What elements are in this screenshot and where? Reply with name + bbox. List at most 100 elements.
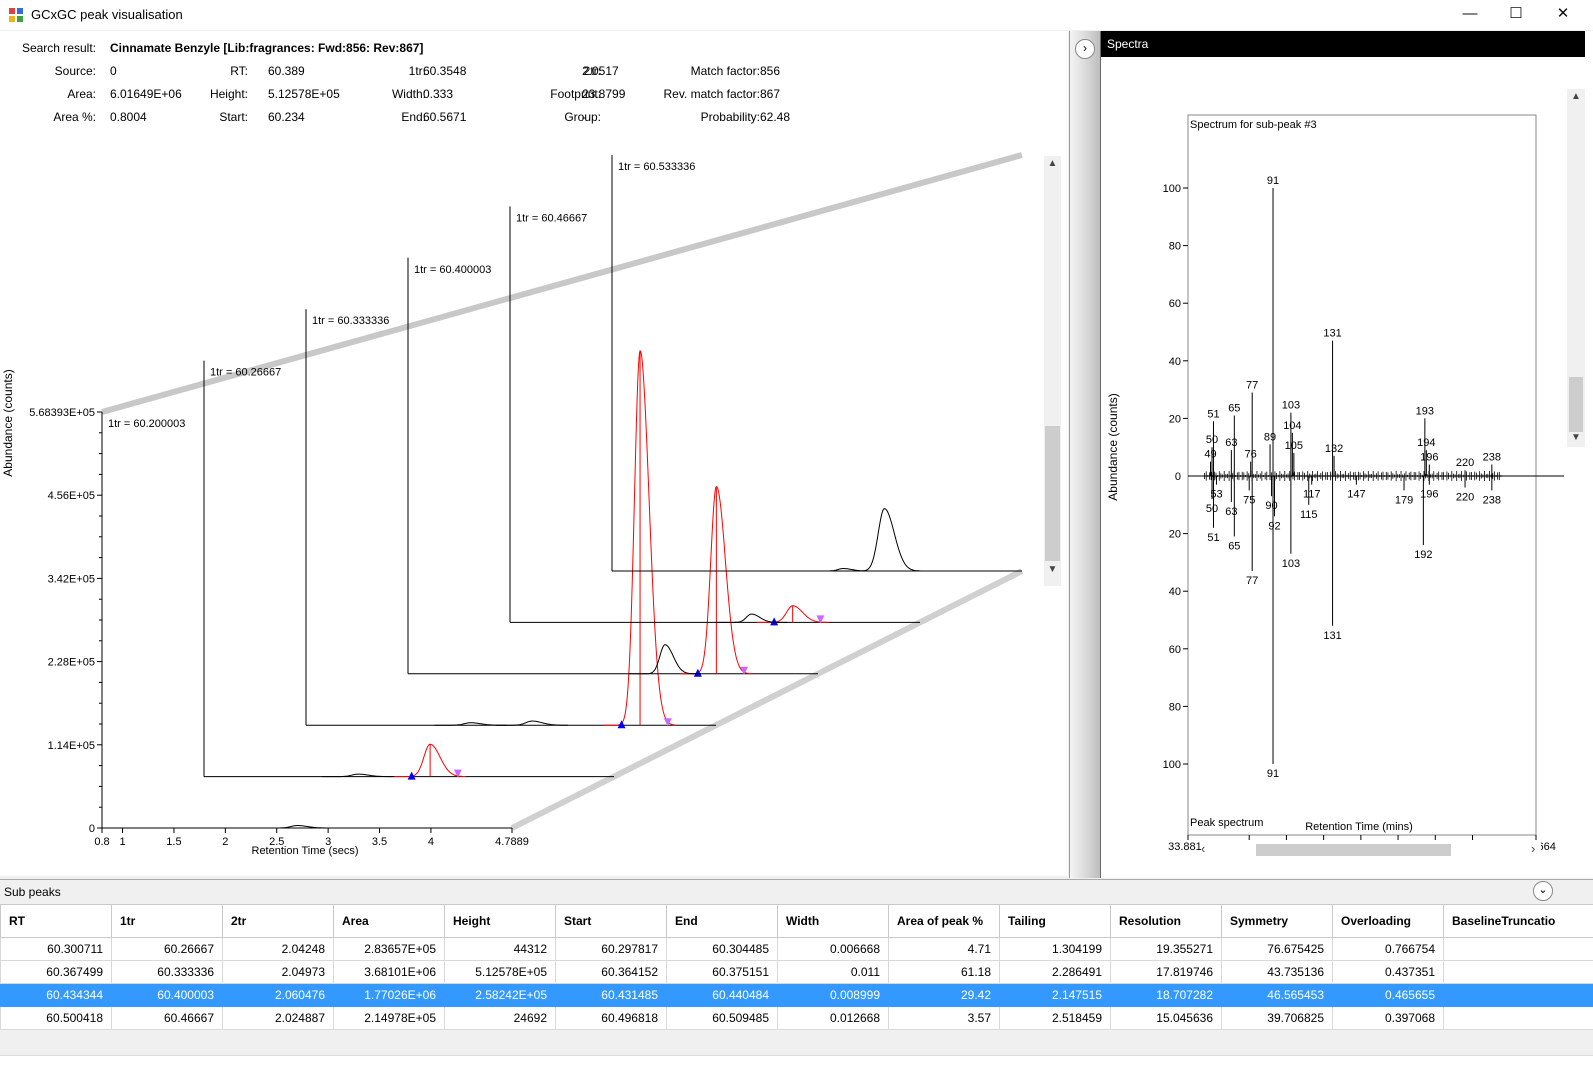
table-cell[interactable]: 2.518459	[999, 1006, 1111, 1030]
table-cell[interactable]: 60.496818	[555, 1006, 667, 1030]
column-header[interactable]: RT	[0, 904, 112, 938]
table-cell[interactable]: 61.18	[888, 960, 1000, 984]
scroll-down-icon[interactable]: ▼	[1571, 432, 1581, 443]
table-cell[interactable]: 60.26667	[111, 937, 223, 961]
maximize-button[interactable]: ☐	[1509, 5, 1523, 22]
table-cell[interactable]: 1.304199	[999, 937, 1111, 961]
table-cell[interactable]: 5.12578E+05	[444, 960, 556, 984]
table-cell[interactable]	[1443, 960, 1593, 984]
table-cell[interactable]: 2.83657E+05	[333, 937, 445, 961]
table-cell[interactable]: 3.68101E+06	[333, 960, 445, 984]
table-cell[interactable]: 60.500418	[0, 1006, 112, 1030]
column-header[interactable]: BaselineTruncatio	[1443, 904, 1593, 938]
scroll-thumb[interactable]	[1569, 377, 1583, 432]
table-cell[interactable]	[1443, 983, 1593, 1007]
table-cell[interactable]: 0.011	[777, 960, 889, 984]
table-cell[interactable]: 60.509485	[666, 1006, 778, 1030]
table-row[interactable]: 60.500418 60.46667 2.024887 2.14978E+05 2469…	[0, 1006, 1593, 1030]
table-cell[interactable]: 60.364152	[555, 960, 667, 984]
table-cell[interactable]: 60.300711	[0, 937, 112, 961]
table-cell[interactable]: 2.060476	[222, 983, 334, 1007]
table-cell[interactable]: 18.707282	[1110, 983, 1222, 1007]
column-header[interactable]: Start	[555, 904, 667, 938]
table-cell[interactable]: 2.04973	[222, 960, 334, 984]
table-cell[interactable]: 19.355271	[1110, 937, 1222, 961]
scroll-up-icon[interactable]: ▲	[1571, 91, 1581, 102]
table-cell[interactable]: 29.42	[888, 983, 1000, 1007]
table-row[interactable]: 60.300711 60.26667 2.04248 2.83657E+05 44312…	[0, 937, 1593, 961]
table-cell[interactable]	[1443, 937, 1593, 961]
table-cell[interactable]: 2.04248	[222, 937, 334, 961]
scroll-right-icon[interactable]: ›	[1531, 841, 1536, 856]
table-cell[interactable]: 76.675425	[1221, 937, 1333, 961]
table-cell[interactable]: 60.304485	[666, 937, 778, 961]
spectrum-vscroll[interactable]: ▲ ▼	[1567, 89, 1585, 447]
collapse-chevron-icon[interactable]: ⌄	[1533, 881, 1553, 901]
table-cell[interactable]: 1.77026E+06	[333, 983, 445, 1007]
column-header[interactable]: Overloading	[1332, 904, 1444, 938]
table-cell[interactable]: 60.375151	[666, 960, 778, 984]
table-cell[interactable]: 0.006668	[777, 937, 889, 961]
info-value: 856	[760, 64, 781, 78]
table-cell[interactable]: 2.14978E+05	[333, 1006, 445, 1030]
table-cell[interactable]: 2.286491	[999, 960, 1111, 984]
table-cell[interactable]: 60.440484	[666, 983, 778, 1007]
table-cell[interactable]	[1443, 1006, 1593, 1030]
column-header[interactable]: Area	[333, 904, 445, 938]
table-cell[interactable]: 0.766754	[1332, 937, 1444, 961]
table-row[interactable]: 60.367499 60.333336 2.04973 3.68101E+06 5.12…	[0, 960, 1593, 984]
table-cell[interactable]: 60.333336	[111, 960, 223, 984]
close-button[interactable]: ✕	[1556, 5, 1570, 22]
scroll-thumb[interactable]	[1045, 426, 1060, 561]
search-result-label: Search result:	[21, 41, 96, 55]
x-tick-label: 1.5	[166, 836, 181, 848]
table-cell[interactable]: 15.045636	[1110, 1006, 1222, 1030]
column-header[interactable]: 2tr	[222, 904, 334, 938]
table-cell[interactable]: 0.397068	[1332, 1006, 1444, 1030]
panel-splitter[interactable]: ›	[1069, 31, 1101, 878]
table-cell[interactable]: 46.565453	[1221, 983, 1333, 1007]
table-cell[interactable]: 43.735136	[1221, 960, 1333, 984]
slice-label: 1tr = 60.400003	[414, 264, 491, 276]
scroll-thumb[interactable]	[1256, 844, 1451, 856]
table-cell[interactable]: 60.297817	[555, 937, 667, 961]
column-header[interactable]: 1tr	[111, 904, 223, 938]
y-tick-label: 0	[89, 823, 95, 835]
scroll-down-icon[interactable]: ▼	[1047, 564, 1058, 575]
column-header[interactable]: Area of peak %	[888, 904, 1000, 938]
table-cell[interactable]: 0.465655	[1332, 983, 1444, 1007]
column-header[interactable]: Resolution	[1110, 904, 1222, 938]
spectrum-peak-label: 51	[1207, 408, 1219, 420]
y-tick-label: 20	[1169, 413, 1181, 425]
column-header[interactable]: End	[666, 904, 778, 938]
column-header[interactable]: Symmetry	[1221, 904, 1333, 938]
table-cell[interactable]: 44312	[444, 937, 556, 961]
table-cell[interactable]: 3.57	[888, 1006, 1000, 1030]
table-cell[interactable]: 60.434344	[0, 983, 112, 1007]
table-row[interactable]: 60.434344 60.400003 2.060476 1.77026E+06 2.5…	[0, 983, 1593, 1007]
table-cell[interactable]: 2.147515	[999, 983, 1111, 1007]
column-header[interactable]: Tailing	[999, 904, 1111, 938]
table-cell[interactable]: 2.58242E+05	[444, 983, 556, 1007]
table-cell[interactable]: 17.819746	[1110, 960, 1222, 984]
scroll-left-icon[interactable]: ‹	[1201, 841, 1206, 856]
table-cell[interactable]: 4.71	[888, 937, 1000, 961]
spectrum-hscroll[interactable]: ‹ ›	[1201, 841, 1541, 859]
table-cell[interactable]: 60.46667	[111, 1006, 223, 1030]
table-cell[interactable]: 60.400003	[111, 983, 223, 1007]
column-header[interactable]: Height	[444, 904, 556, 938]
table-cell[interactable]: 60.431485	[555, 983, 667, 1007]
table-cell[interactable]: 0.437351	[1332, 960, 1444, 984]
expand-arrow-icon[interactable]: ›	[1075, 39, 1095, 59]
column-header[interactable]: Width	[777, 904, 889, 938]
table-cell[interactable]: 0.008999	[777, 983, 889, 1007]
table-cell[interactable]: 2.024887	[222, 1006, 334, 1030]
table-cell[interactable]: 24692	[444, 1006, 556, 1030]
table-cell[interactable]: 0.012668	[777, 1006, 889, 1030]
spectrum-peak-label: 132	[1325, 443, 1343, 455]
scroll-up-icon[interactable]: ▲	[1047, 158, 1058, 169]
peak-chart-vscroll[interactable]: ▲ ▼	[1044, 156, 1061, 586]
minimize-button[interactable]: —	[1462, 5, 1478, 22]
table-cell[interactable]: 39.706825	[1221, 1006, 1333, 1030]
table-cell[interactable]: 60.367499	[0, 960, 112, 984]
